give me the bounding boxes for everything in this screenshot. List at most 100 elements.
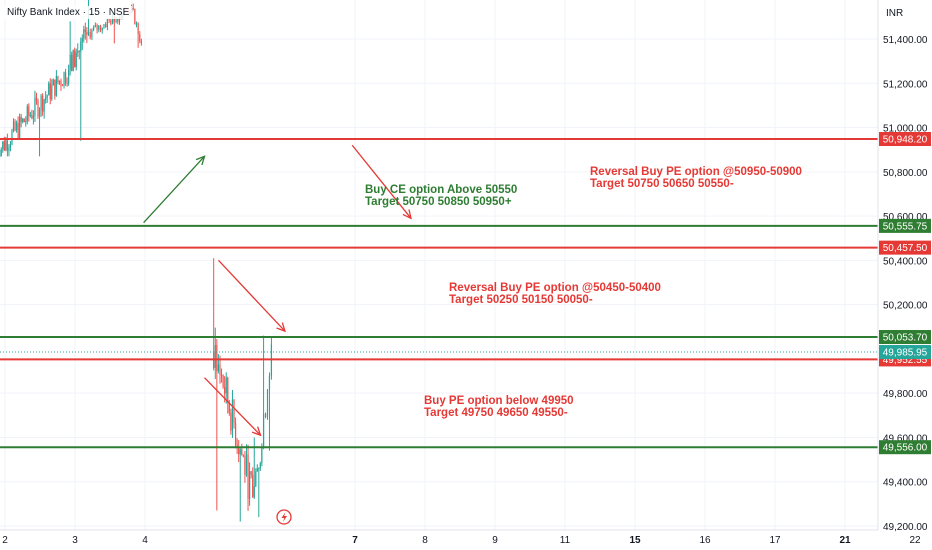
candle-body	[45, 97, 47, 100]
candle	[236, 438, 238, 454]
candle-body	[69, 54, 71, 70]
candle-body	[60, 80, 62, 86]
time-axis[interactable]: 23478911151617212223	[2, 535, 932, 546]
candle-body	[40, 95, 42, 111]
candle	[14, 119, 16, 132]
candle-body	[72, 50, 74, 71]
candle	[55, 70, 57, 97]
price-tick-label: 51,400.00	[883, 35, 928, 46]
annotation-line-2: Target 49750 49650 49550-	[424, 407, 568, 419]
candle-body	[255, 471, 257, 487]
candle-body	[28, 106, 30, 116]
candle	[244, 451, 246, 483]
candle	[45, 91, 47, 104]
candle	[230, 408, 232, 435]
candle-body	[115, 18, 117, 23]
price-axis[interactable]: 51,400.00 51,200.00 51,000.00 50,800.00 50,6…	[883, 35, 928, 533]
time-tick-label: 11	[560, 535, 571, 546]
candle-body	[252, 474, 254, 498]
time-tick-label: 7	[352, 535, 358, 546]
candle	[81, 34, 83, 51]
time-tick-label: 2	[2, 535, 8, 546]
level-badge-support: 50,555.75	[879, 218, 931, 233]
candle-body	[8, 147, 10, 151]
candle	[60, 78, 62, 91]
time-tick-label: 8	[422, 535, 428, 546]
candle-body	[259, 463, 261, 469]
arrow-support	[143, 155, 206, 224]
price-tick-label: 50,200.00	[883, 301, 928, 312]
flash-icon[interactable]	[276, 509, 292, 525]
symbol-title[interactable]: Nifty Bank Index · 15 · NSE	[4, 6, 133, 19]
price-tick-label: 49,800.00	[883, 389, 928, 400]
annotation-line-2: Target 50250 50150 50050-	[449, 294, 593, 306]
candle-body	[132, 8, 134, 10]
candle-body	[3, 141, 5, 150]
candle-body	[75, 52, 77, 68]
candle	[68, 64, 70, 86]
candle	[71, 51, 73, 72]
price-badges: 50,948.20 50,555.75 50,457.50 50,053.70 49,9…	[879, 132, 931, 455]
badge-background	[879, 218, 931, 233]
candle	[9, 141, 12, 152]
badge-background	[879, 345, 931, 360]
candle	[220, 368, 223, 383]
candle	[94, 22, 96, 28]
candle	[231, 389, 234, 438]
badge-background	[879, 132, 931, 147]
candle-body	[31, 114, 33, 119]
candle	[69, 21, 71, 76]
candle-body	[96, 24, 98, 30]
candle	[2, 141, 4, 153]
arrow-shaft	[218, 259, 286, 332]
candle	[66, 77, 68, 87]
candle-body	[14, 121, 16, 131]
candle	[242, 454, 244, 458]
candle-body	[42, 95, 44, 112]
candle-body	[89, 31, 91, 38]
candle-body	[234, 423, 237, 445]
time-tick-label: 15	[629, 535, 641, 546]
candle	[227, 376, 229, 414]
candle	[15, 120, 18, 133]
candle-body	[134, 9, 136, 25]
candle-body	[46, 95, 48, 98]
candle	[63, 71, 65, 89]
time-tick-label: 9	[492, 535, 498, 546]
annotation-reversal-pe-50450: Reversal Buy PE option @50450-50400 Targ…	[449, 282, 661, 306]
candle-body	[117, 18, 119, 22]
candle-body	[37, 100, 39, 117]
candle	[52, 78, 54, 86]
candle-body	[38, 110, 41, 117]
badge-label: 50,053.70	[883, 333, 928, 344]
price-tick-label: 50,800.00	[883, 168, 928, 179]
candle	[64, 68, 67, 86]
candle-body	[0, 149, 2, 157]
candle-body	[268, 375, 271, 390]
candle	[140, 38, 142, 46]
candle-body	[217, 364, 220, 372]
candle	[28, 103, 30, 122]
currency-label[interactable]: INR	[886, 8, 904, 19]
badge-background	[879, 440, 931, 455]
candle	[258, 467, 260, 518]
candle-body	[12, 121, 15, 131]
candle-body	[91, 29, 93, 38]
candle-body	[43, 99, 45, 112]
candle	[57, 75, 59, 85]
candle	[72, 49, 74, 72]
candle-body	[245, 454, 248, 475]
arrow-shaft	[143, 155, 205, 224]
candle	[247, 444, 249, 511]
candle	[77, 43, 79, 57]
candle	[222, 374, 224, 389]
candle	[25, 116, 27, 127]
candle-body	[230, 412, 232, 431]
candle-body	[17, 123, 19, 138]
candle-body	[22, 118, 24, 122]
candle-body	[219, 364, 221, 375]
candle-body	[66, 82, 68, 84]
candle	[26, 104, 28, 125]
